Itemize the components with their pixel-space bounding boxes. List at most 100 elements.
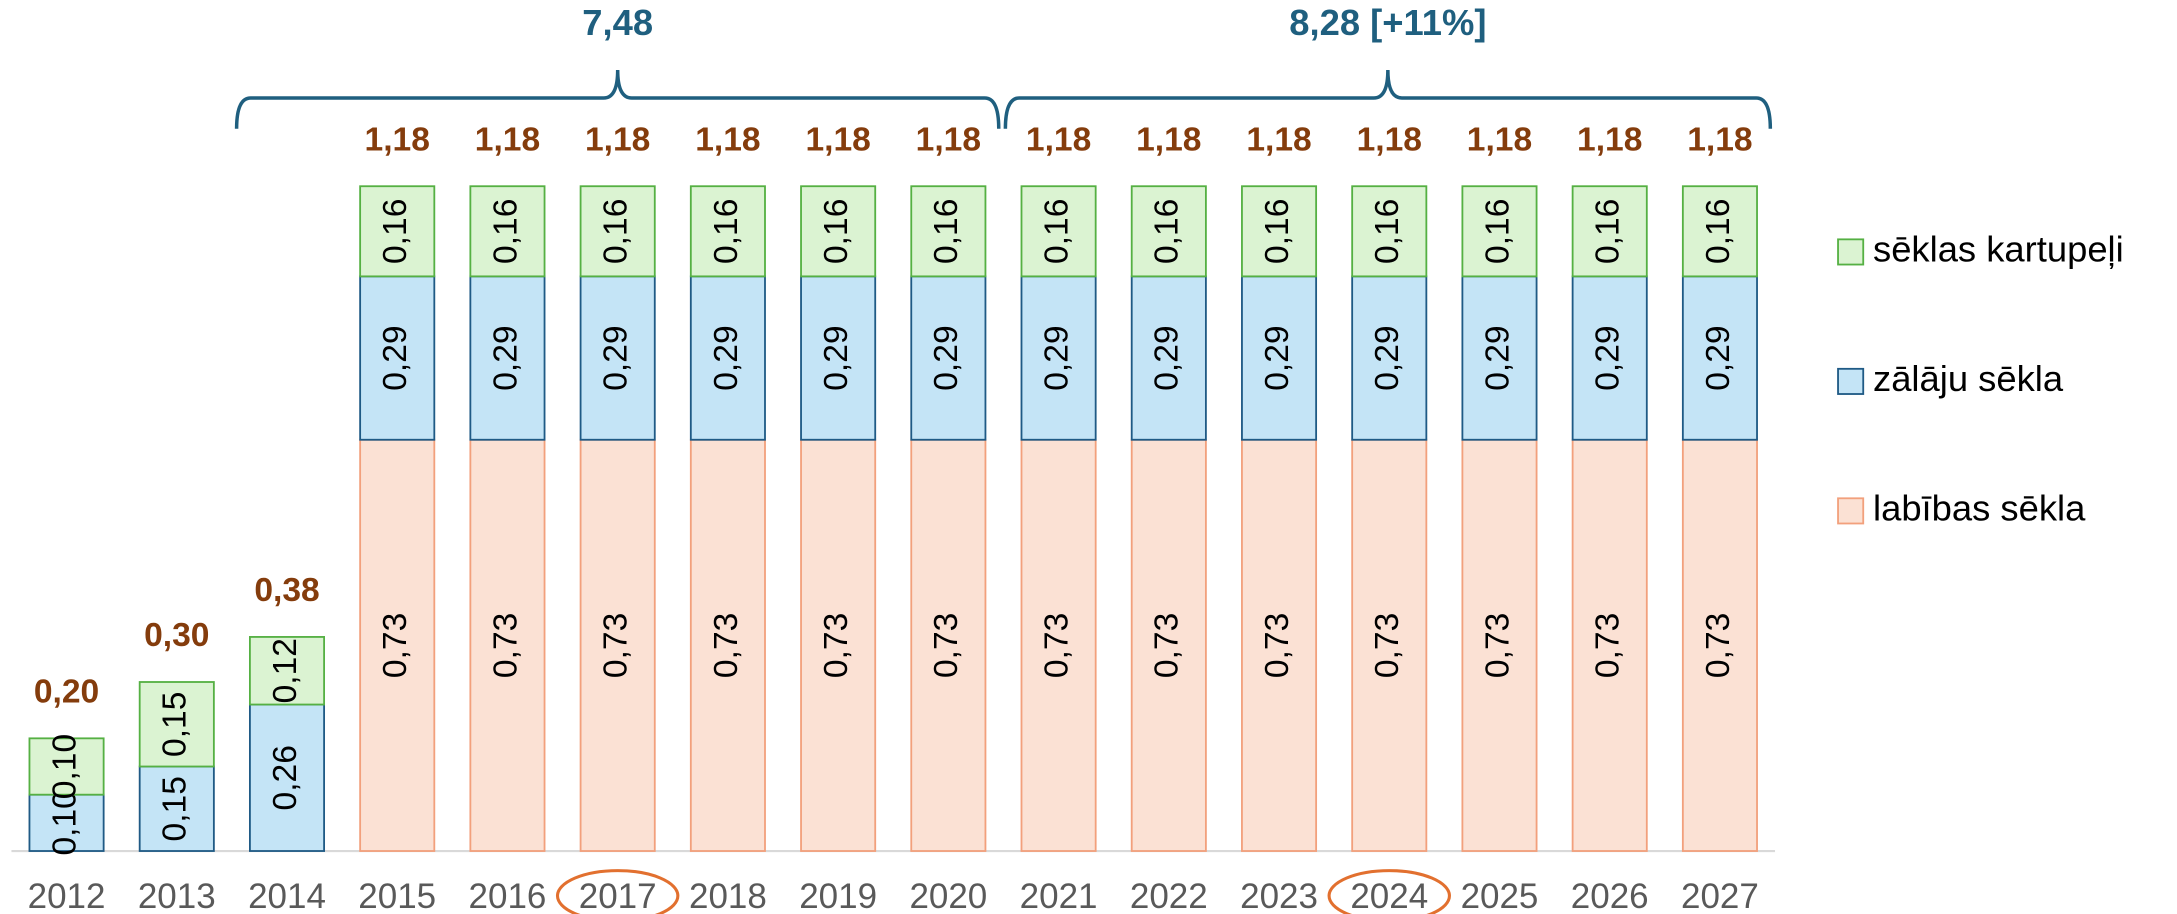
- segment-label: 0,16: [487, 199, 524, 264]
- highlight-ring: [1327, 869, 1451, 914]
- total-label: 1,18: [1467, 121, 1532, 158]
- x-tick-label: 2027: [1681, 877, 1759, 914]
- bracket-annotation: 7,48: [582, 2, 653, 43]
- total-label: 0,38: [254, 572, 319, 609]
- x-tick-label: 2020: [909, 877, 987, 914]
- segment-label: 0,73: [1369, 613, 1406, 678]
- bar-segment: [1681, 438, 1758, 852]
- segment-label: 0,73: [1149, 613, 1186, 678]
- legend-swatch: [1837, 367, 1865, 395]
- segment-label: 0,29: [1369, 325, 1406, 390]
- x-tick-label: 2018: [689, 877, 767, 914]
- legend-swatch: [1837, 238, 1865, 266]
- segment-label: 0,73: [598, 613, 635, 678]
- segment-label: 0,16: [1479, 199, 1516, 264]
- segment-label: 0,73: [818, 613, 855, 678]
- x-tick-label: 2021: [1020, 877, 1098, 914]
- bar-segment: [469, 438, 546, 852]
- bar-segment: [1681, 185, 1758, 278]
- segment-label: 0,16: [1700, 199, 1737, 264]
- legend-swatch: [1837, 497, 1865, 525]
- x-tick-label: 2022: [1130, 877, 1208, 914]
- bar-segment: [469, 275, 546, 441]
- segment-label: 0,16: [1259, 199, 1296, 264]
- segment-label: 0,29: [818, 325, 855, 390]
- segment-label: 0,12: [267, 638, 304, 703]
- x-tick-label: 2025: [1461, 877, 1539, 914]
- bar-segment: [1681, 275, 1758, 441]
- total-label: 1,18: [1687, 121, 1752, 158]
- total-label: 0,30: [144, 617, 209, 654]
- segment-label: 0,73: [1479, 613, 1516, 678]
- bar-segment: [359, 438, 436, 852]
- total-label: 1,18: [585, 121, 650, 158]
- total-label: 1,18: [695, 121, 760, 158]
- total-label: 1,18: [805, 121, 870, 158]
- segment-label: 0,29: [487, 325, 524, 390]
- segment-label: 0,16: [818, 199, 855, 264]
- bar-segment: [800, 275, 877, 441]
- segment-label: 0,16: [1369, 199, 1406, 264]
- bar-segment: [689, 438, 766, 852]
- bar-segment: [248, 703, 326, 852]
- segment-label: 0,29: [1590, 325, 1627, 390]
- segment-label: 0,73: [1038, 613, 1075, 678]
- bar-segment: [689, 185, 766, 278]
- bar-segment: [689, 275, 766, 441]
- x-tick-label: 2024: [1350, 877, 1428, 914]
- segment-label: 0,16: [708, 199, 745, 264]
- bar-segment: [1571, 185, 1648, 278]
- segment-label: 0,16: [928, 199, 965, 264]
- segment-label: 0,73: [1590, 613, 1627, 678]
- segment-label: 0,29: [928, 325, 965, 390]
- bar-segment: [910, 275, 987, 441]
- bar-segment: [1461, 438, 1538, 852]
- bar-segment: [579, 438, 656, 852]
- bar-segment: [1020, 438, 1097, 852]
- x-tick-label: 2016: [469, 877, 547, 914]
- segment-label: 0,29: [598, 325, 635, 390]
- segment-label: 0,16: [377, 199, 414, 264]
- x-tick-label: 2017: [579, 877, 657, 914]
- segment-label: 0,26: [267, 745, 304, 810]
- bar-segment: [1351, 438, 1428, 852]
- bar-segment: [1130, 185, 1207, 278]
- segment-label: 0,16: [1038, 199, 1075, 264]
- total-label: 1,18: [1357, 121, 1422, 158]
- bar-segment: [1020, 275, 1097, 441]
- bar-segment: [1351, 275, 1428, 441]
- segment-label: 0,73: [1259, 613, 1296, 678]
- x-tick-label: 2019: [799, 877, 877, 914]
- bar-segment: [1241, 275, 1318, 441]
- segment-label: 0,16: [1590, 199, 1627, 264]
- bar-segment: [248, 636, 326, 706]
- bar-segment: [1351, 185, 1428, 278]
- segment-label: 0,10: [46, 790, 83, 855]
- bar-segment: [1241, 185, 1318, 278]
- bar-segment: [28, 737, 105, 796]
- segment-label: 0,15: [157, 776, 194, 841]
- segment-label: 0,29: [1259, 325, 1296, 390]
- highlight-ring: [555, 869, 680, 914]
- bracket: [234, 69, 1001, 129]
- bar-segment: [800, 438, 877, 852]
- segment-label: 0,73: [928, 613, 965, 678]
- x-tick-label: 2015: [358, 877, 436, 914]
- bar-segment: [910, 185, 987, 278]
- x-tick-label: 2026: [1571, 877, 1649, 914]
- x-tick-label: 2023: [1240, 877, 1318, 914]
- total-label: 1,18: [1246, 121, 1311, 158]
- bar-segment: [1461, 185, 1538, 278]
- segment-label: 0,73: [1700, 613, 1737, 678]
- bar-segment: [1020, 185, 1097, 278]
- segment-label: 0,10: [46, 734, 83, 799]
- bar-segment: [359, 275, 436, 441]
- bar-segment: [28, 793, 105, 852]
- segment-label: 0,16: [598, 199, 635, 264]
- segment-label: 0,29: [708, 325, 745, 390]
- bar-segment: [1130, 275, 1207, 441]
- bracket: [1003, 69, 1773, 129]
- bar-segment: [1571, 438, 1648, 852]
- total-label: 1,18: [1026, 121, 1091, 158]
